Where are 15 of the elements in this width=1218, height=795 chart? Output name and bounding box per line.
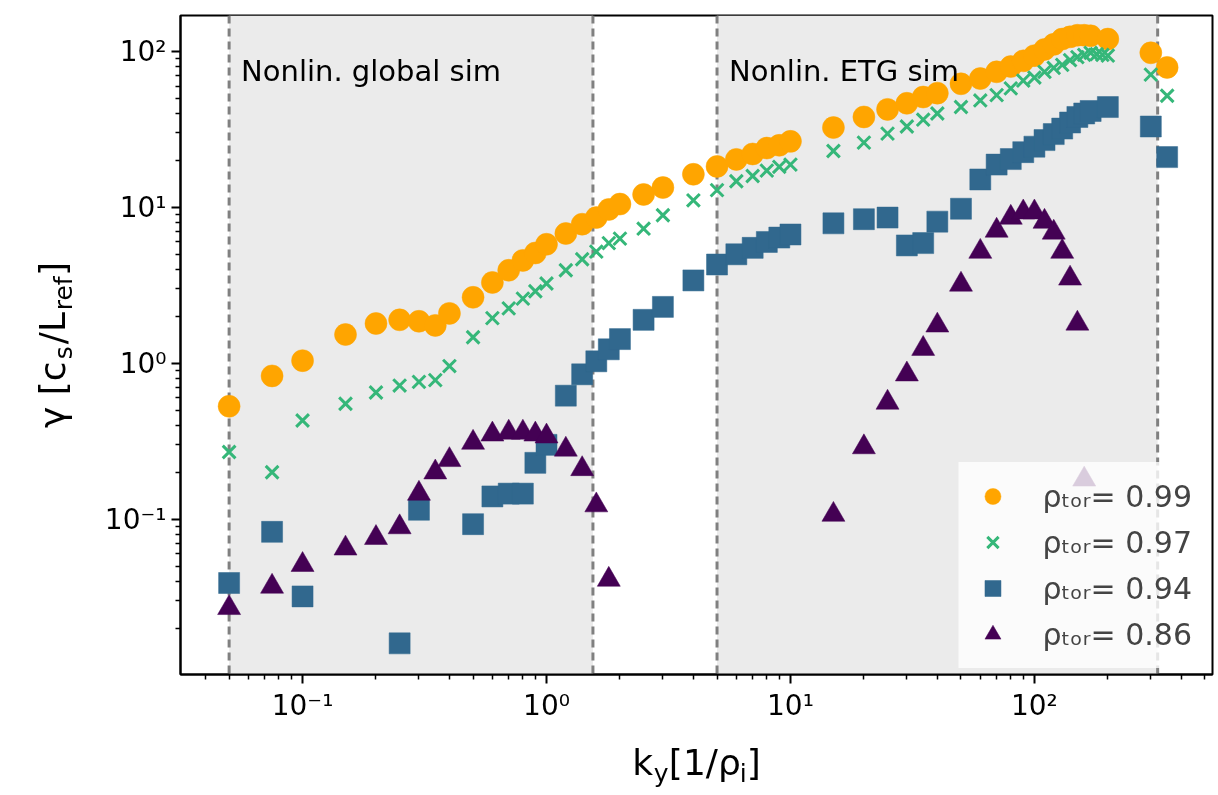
x-tick-label: 10⁰ [523,688,570,722]
legend-label: ρₜₒᵣ= 0.99 [1042,478,1192,514]
band-label: Nonlin. global sim [241,53,501,88]
legend-label: ρₜₒᵣ= 0.86 [1042,616,1192,652]
y-tick-label: 10⁻¹ [104,502,167,536]
legend-label: ρₜₒᵣ= 0.94 [1042,570,1192,606]
y-tick-label: 10² [119,34,167,68]
x-tick-label: 10¹ [767,688,814,722]
y-tick-label: 10⁰ [119,346,167,380]
y-tick-label: 10¹ [119,190,167,224]
x-tick-label: 10⁻¹ [271,688,334,722]
legend-label: ρₜₒᵣ= 0.97 [1042,524,1192,560]
y-axis-title: γ [cs/Lref] [32,261,78,429]
band-label: Nonlin. ETG sim [729,53,959,88]
x-tick-label: 10² [1010,688,1058,722]
